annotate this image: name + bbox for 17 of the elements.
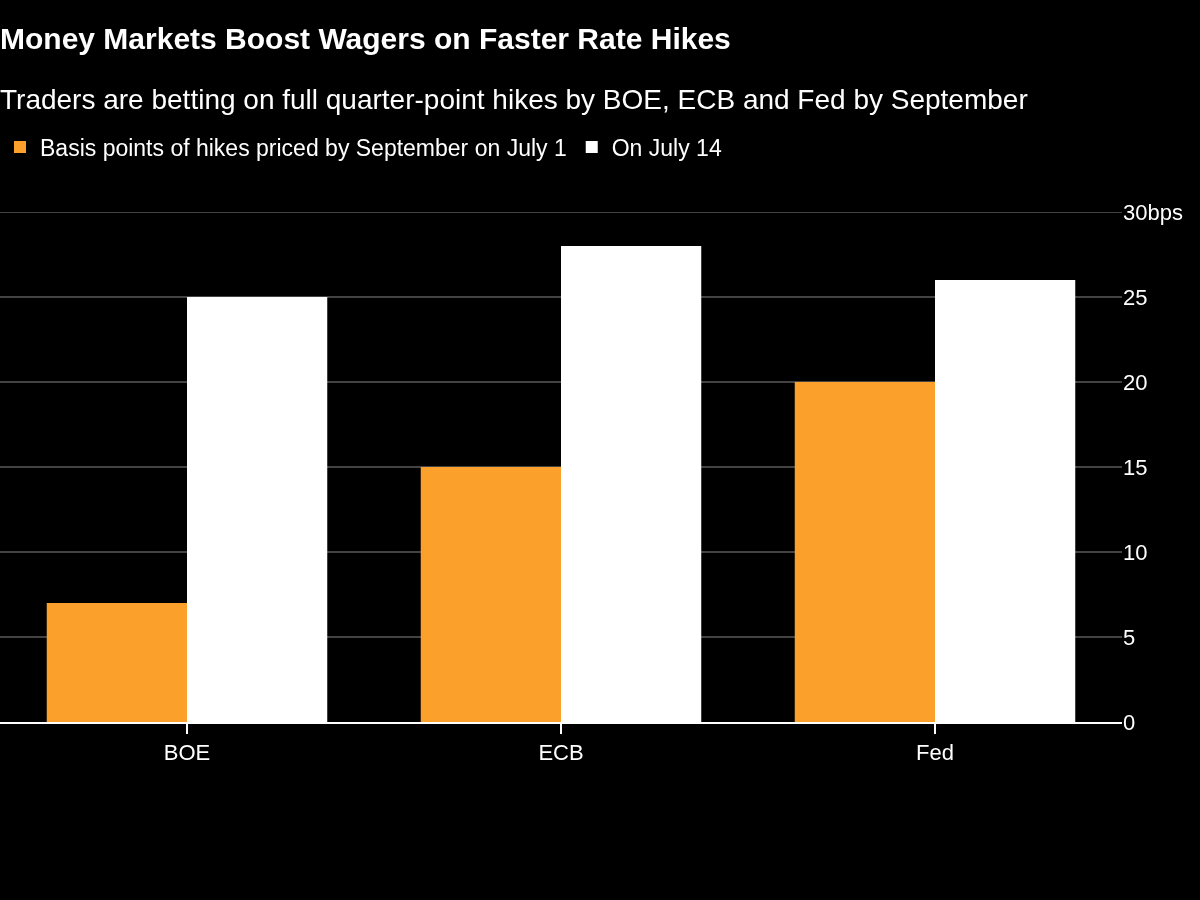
chart-title: Money Markets Boost Wagers on Faster Rate Hikes bbox=[0, 21, 731, 55]
bar bbox=[420, 467, 561, 722]
y-tick-label: 0 bbox=[1123, 709, 1136, 735]
x-tick-label: ECB bbox=[538, 740, 584, 766]
y-tick-label: 15 bbox=[1123, 454, 1148, 480]
y-tick-label: 5 bbox=[1123, 624, 1136, 650]
legend-label: On July 14 bbox=[611, 134, 722, 161]
y-tick-label: 30bps bbox=[1123, 199, 1183, 225]
x-tick-label: Fed bbox=[916, 740, 954, 766]
bar bbox=[794, 382, 935, 722]
x-tick-label: BOE bbox=[163, 740, 211, 766]
chart-subtitle: Traders are betting on full quarter-point hikes by BOE, ECB and Fed by September bbox=[0, 84, 1028, 116]
legend-label: Basis points of hikes priced by September on July 1 bbox=[40, 134, 567, 161]
y-tick-label: 10 bbox=[1123, 539, 1148, 565]
y-tick-label: 20 bbox=[1123, 369, 1148, 395]
bar bbox=[46, 603, 187, 722]
y-tick-label: 25 bbox=[1123, 284, 1148, 310]
